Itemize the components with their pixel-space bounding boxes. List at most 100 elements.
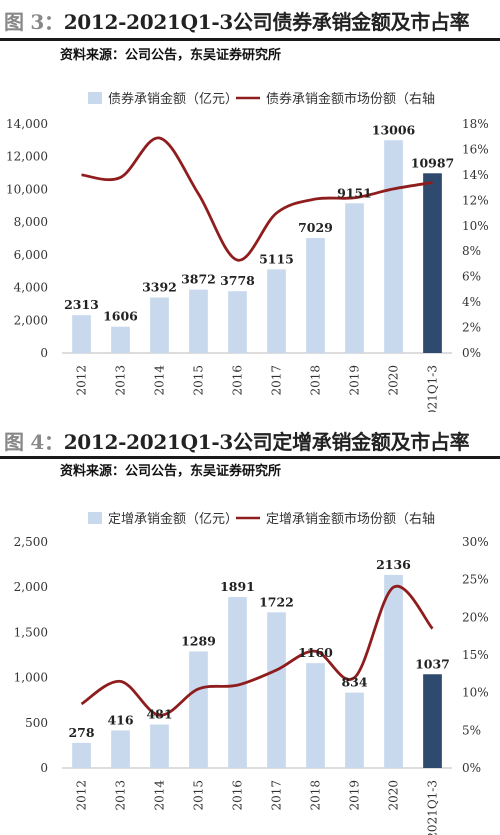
y-right-tick-label: 20% <box>462 610 489 624</box>
y-left-tick-label: 2,000 <box>14 580 48 594</box>
x-tick-label: 2019 <box>348 365 362 396</box>
y-right-tick-label: 25% <box>462 573 489 587</box>
y-right-tick-label: 0% <box>462 346 481 360</box>
y-right-tick-label: 30% <box>462 535 489 549</box>
bar-data-label: 2313 <box>64 297 99 312</box>
legend-label-bar: 定增承销金额（亿元） <box>108 511 238 527</box>
y-right-tick-label: 10% <box>462 686 489 700</box>
bar-data-label: 3392 <box>142 280 177 295</box>
x-tick-label: 2020 <box>387 780 401 811</box>
x-tick-label: 2017 <box>270 365 284 396</box>
bar-data-label: 1722 <box>259 594 294 609</box>
legend: 债券承销金额（亿元） 债券承销金额市场份额（右轴 <box>88 91 435 107</box>
x-tick-label: 2021Q1-3 <box>426 365 440 412</box>
series-line <box>81 136 433 262</box>
y-right-tick-label: 2% <box>462 321 481 335</box>
chart-title-text: 2012-2021Q1-3公司定增承销金额及市占率 <box>63 430 470 454</box>
legend-swatch-bar <box>88 92 102 104</box>
x-tick-label: 2015 <box>192 780 206 811</box>
bar <box>384 574 403 768</box>
bar-data-label: 3872 <box>181 272 216 287</box>
bar <box>111 730 130 768</box>
y-right-tick-label: 15% <box>462 648 489 662</box>
y-right-tick-label: 0% <box>462 761 481 775</box>
bar-data-label: 10987 <box>411 155 455 170</box>
y-left-tick-label: 500 <box>25 716 48 730</box>
x-tick-label: 2019 <box>348 780 362 811</box>
y-right-tick-label: 6% <box>462 270 481 284</box>
figure-label: 图 3： <box>4 10 64 34</box>
x-tick-label: 2020 <box>387 365 401 396</box>
bar <box>267 269 286 353</box>
legend: 定增承销金额（亿元） 定增承销金额市场份额（右轴 <box>88 511 435 527</box>
x-tick-label: 2018 <box>309 780 323 811</box>
x-tick-label: 2012 <box>75 365 89 396</box>
y-left-tick-label: 10,000 <box>6 182 48 196</box>
bar-data-label: 5115 <box>259 251 294 266</box>
y-right-tick-label: 4% <box>462 295 481 309</box>
y-right-tick-label: 14% <box>462 168 489 182</box>
bar-data-label: 1606 <box>103 309 138 324</box>
bar-data-label: 3778 <box>220 273 255 288</box>
title-rule <box>0 456 500 459</box>
y-right-tick-label: 16% <box>462 142 489 156</box>
chart-panel-placement-underwriting: 图 4：2012-2021Q1-3公司定增承销金额及市占率 资料来源：公司公告，… <box>0 412 500 835</box>
x-tick-label: 2013 <box>114 780 128 811</box>
y-left-tick-label: 0 <box>40 346 48 360</box>
bar-data-label: 1891 <box>220 579 255 594</box>
y-left-tick-label: 8,000 <box>14 215 48 229</box>
bar <box>384 140 403 353</box>
bar <box>189 651 208 768</box>
y-left-tick-label: 0 <box>40 761 48 775</box>
y-right-tick-label: 5% <box>462 723 481 737</box>
bar-data-label: 2136 <box>376 557 411 572</box>
y-right-tick-label: 8% <box>462 244 481 258</box>
y-left-tick-label: 1,500 <box>14 625 48 639</box>
bar <box>228 597 247 768</box>
chart-svg: 债券承销金额（亿元） 债券承销金额市场份额（右轴 0 2,000 4,000 6,000 8… <box>0 70 500 412</box>
bar <box>306 663 325 768</box>
x-tick-label: 2016 <box>231 365 245 396</box>
y-right-tick-label: 18% <box>462 117 489 131</box>
bar-data-label: 1160 <box>298 645 333 660</box>
chart-title: 图 3：2012-2021Q1-3公司债券承销金额及市占率 <box>4 6 470 35</box>
bar <box>345 692 364 768</box>
y-left-tick-label: 2,000 <box>14 313 48 327</box>
y-left-tick-label: 14,000 <box>6 117 48 131</box>
y-right-tick-label: 12% <box>462 193 489 207</box>
y-left-tick-label: 6,000 <box>14 248 48 262</box>
bar <box>423 173 442 353</box>
bar <box>306 238 325 353</box>
legend-label-bar: 债券承销金额（亿元） <box>108 91 238 107</box>
y-right-tick-label: 10% <box>462 219 489 233</box>
chart-svg: 定增承销金额（亿元） 定增承销金额市场份额（右轴 0 500 1,000 1,500 2,0… <box>0 490 500 835</box>
title-rule <box>0 38 500 41</box>
bar-data-label: 834 <box>341 675 367 690</box>
bar-data-label: 481 <box>146 707 172 722</box>
legend-label-line: 定增承销金额市场份额（右轴 <box>266 511 435 527</box>
x-tick-label: 2018 <box>309 365 323 396</box>
chart-title-text: 2012-2021Q1-3公司债券承销金额及市占率 <box>63 10 470 34</box>
bar-data-label: 416 <box>107 712 133 727</box>
legend-label-line: 债券承销金额市场份额（右轴 <box>266 91 435 107</box>
bar <box>72 742 91 768</box>
bar-data-label: 1037 <box>415 656 450 671</box>
y-left-tick-label: 12,000 <box>6 150 48 164</box>
series-line <box>80 584 434 717</box>
chart-title: 图 4：2012-2021Q1-3公司定增承销金额及市占率 <box>4 426 470 455</box>
x-tick-label: 2016 <box>231 780 245 811</box>
bar-data-label: 278 <box>68 725 94 740</box>
bar <box>189 289 208 353</box>
figure-label: 图 4： <box>4 430 64 454</box>
bar <box>345 203 364 353</box>
source-note: 资料来源：公司公告，东吴证券研究所 <box>60 48 282 63</box>
y-left-tick-label: 4,000 <box>14 281 48 295</box>
bar-data-label: 9151 <box>337 185 372 200</box>
x-tick-label: 2014 <box>153 365 167 396</box>
legend-swatch-bar <box>88 512 102 524</box>
x-tick-label: 2017 <box>270 780 284 811</box>
source-note: 资料来源：公司公告，东吴证券研究所 <box>60 464 282 479</box>
y-left-tick-label: 2,500 <box>14 535 48 549</box>
bar-data-label: 1289 <box>181 633 216 648</box>
bar-data-label: 13006 <box>372 122 416 137</box>
